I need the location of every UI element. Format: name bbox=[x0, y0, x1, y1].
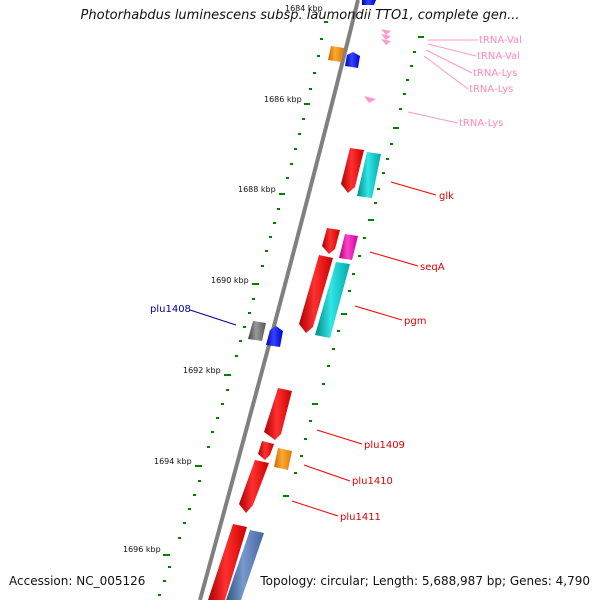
label-pgm: pgm bbox=[404, 316, 426, 327]
gene-pgm-red bbox=[299, 255, 333, 333]
label-seqA: seqA bbox=[420, 262, 445, 273]
scale-label-1694: 1694 kbp bbox=[154, 457, 192, 466]
gene-label-lines bbox=[189, 181, 437, 517]
gene-seqA-red bbox=[322, 228, 340, 254]
feature-orange-small bbox=[328, 46, 344, 62]
map-title: Photorhabdus luminescens subsp. laumondi… bbox=[80, 8, 520, 23]
gene-plu1409 bbox=[264, 388, 292, 440]
scale-label-1692: 1692 kbp bbox=[183, 366, 221, 375]
gene-plu1408-partner bbox=[266, 326, 283, 347]
trna-label-lines bbox=[407, 39, 478, 124]
gene-glk bbox=[341, 148, 364, 193]
label-trna-val-2: tRNA-Val bbox=[477, 51, 520, 62]
feature-fragment-top bbox=[362, 0, 376, 5]
label-trna-lys-3: tRNA-Lys bbox=[459, 118, 503, 129]
gene-bottom-red bbox=[208, 524, 247, 600]
label-plu1409: plu1409 bbox=[364, 440, 405, 451]
trna-markers bbox=[364, 29, 391, 103]
scale-label-1696: 1696 kbp bbox=[123, 545, 161, 554]
label-trna-val-1: tRNA-Val bbox=[479, 35, 522, 46]
label-glk: glk bbox=[439, 191, 454, 202]
scale-label-1684: 1684 kbp bbox=[285, 4, 323, 13]
gene-glk-partner bbox=[357, 152, 381, 198]
gene-plu1410 bbox=[274, 448, 292, 470]
inner-tick-track bbox=[283, 36, 424, 497]
scale-label-1690: 1690 kbp bbox=[211, 276, 249, 285]
scale-label-1688: 1688 kbp bbox=[238, 185, 276, 194]
label-plu1408: plu1408 bbox=[150, 304, 191, 315]
label-trna-lys-1: tRNA-Lys bbox=[473, 68, 517, 79]
label-plu1411: plu1411 bbox=[340, 512, 381, 523]
feature-blue-small bbox=[345, 52, 360, 68]
gene-plu1409-small bbox=[258, 441, 274, 460]
genome-summary: Topology: circular; Length: 5,688,987 bp… bbox=[260, 574, 590, 588]
gene-labels: glk seqA pgm plu1408 plu1409 plu1410 plu… bbox=[150, 191, 454, 523]
gene-plu1408 bbox=[248, 321, 266, 341]
gene-plu1411 bbox=[239, 460, 269, 513]
gene-seqA bbox=[339, 234, 358, 260]
genome-backbone bbox=[198, 0, 360, 600]
label-trna-lys-2: tRNA-Lys bbox=[469, 84, 513, 95]
scale-labels: 1684 kbp 1686 kbp 1688 kbp 1690 kbp 1692… bbox=[123, 4, 323, 554]
gene-pgm bbox=[315, 262, 350, 338]
gene-bottom-steel bbox=[226, 530, 264, 600]
scale-label-1686: 1686 kbp bbox=[264, 95, 302, 104]
label-plu1410: plu1410 bbox=[352, 476, 393, 487]
trna-labels: tRNA-Val tRNA-Val tRNA-Lys tRNA-Lys tRNA… bbox=[459, 35, 522, 129]
accession-label: Accession: NC_005126 bbox=[9, 574, 146, 588]
outer-tick-track bbox=[158, 21, 328, 596]
